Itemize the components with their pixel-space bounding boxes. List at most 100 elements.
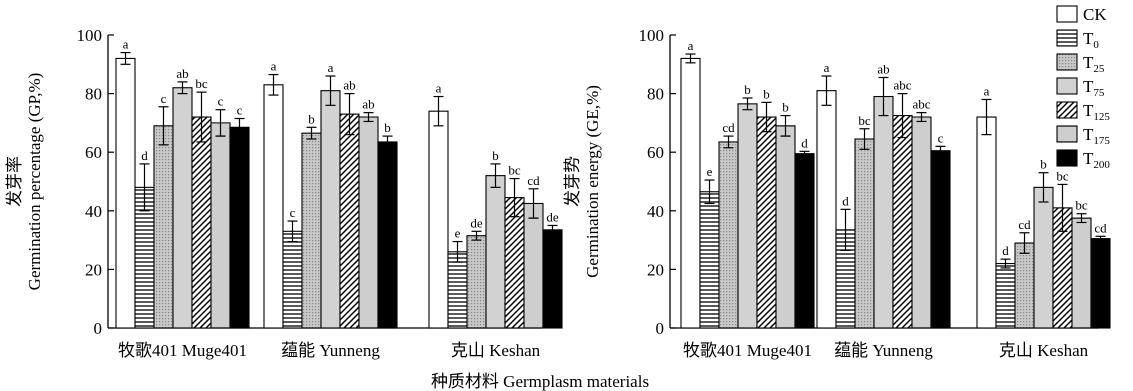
bar-T25-1: [854, 138, 875, 329]
significance-letter: abc: [893, 78, 911, 93]
significance-letter: c: [161, 91, 167, 106]
category-label: 蕴能 Yunneng: [281, 341, 380, 360]
significance-letter: bc: [858, 113, 871, 128]
y-tick-label: 0: [94, 319, 103, 338]
bar-T200-1: [930, 150, 951, 329]
y-axis-title-en: Germination energy (GE,%): [583, 85, 602, 278]
bar-T0-2: [447, 251, 468, 329]
bar-T175-0: [775, 125, 796, 329]
bar-T75-2: [485, 175, 506, 329]
significance-letter: a: [271, 59, 277, 74]
bar-T125-1: [892, 115, 913, 329]
bar-T175-2: [523, 202, 544, 329]
significance-letter: a: [824, 60, 830, 75]
significance-letter: de: [546, 209, 559, 224]
legend-item-T25: T25: [1056, 53, 1105, 75]
legend-label: T175: [1083, 125, 1110, 147]
bar-T25-2: [1014, 242, 1035, 329]
significance-letter: a: [436, 81, 442, 96]
bar-T25-2: [466, 235, 487, 329]
significance-letter: bc: [508, 163, 521, 178]
significance-letter: c: [237, 103, 243, 118]
legend-item-T200: T200: [1056, 149, 1110, 171]
significance-letter: d: [141, 148, 148, 163]
legend-label: T125: [1083, 101, 1110, 123]
shared-x-axis-title: 种质材料 Germplasm materials: [431, 372, 649, 391]
bar-T75-0: [172, 87, 193, 329]
legend-swatch: [1056, 101, 1078, 119]
significance-letter: ab: [176, 66, 188, 81]
legend-swatch: [1056, 29, 1078, 47]
significance-letter: d: [1002, 243, 1009, 258]
significance-letter: cd: [527, 173, 540, 188]
significance-letter: c: [218, 94, 224, 109]
significance-letter: bc: [1056, 168, 1069, 183]
legend-label: CK: [1083, 5, 1107, 24]
significance-letter: bc: [195, 76, 208, 91]
panel-germination-energy: 0 20 40 60 80 100 发芽势 Germination energy (GE,%)…: [563, 26, 1111, 360]
category-label: 牧歌401 Muge401: [118, 341, 247, 360]
bar-T0-1: [282, 230, 303, 329]
bar-T175-0: [210, 122, 231, 329]
legend-swatch: [1056, 149, 1078, 167]
significance-letter: a: [328, 60, 334, 75]
bar-T125-0: [756, 116, 777, 329]
legend-item-T125: T125: [1056, 101, 1110, 123]
significance-letter: b: [308, 111, 315, 126]
y-tick-label: 40: [85, 202, 102, 221]
bar-T25-1: [301, 132, 322, 329]
bar-CK-2: [428, 110, 449, 329]
legend-swatch: [1056, 53, 1078, 71]
category-label: 牧歌401 Muge401: [683, 341, 812, 360]
significance-letter: d: [842, 193, 849, 208]
significance-letter: bc: [1075, 198, 1088, 213]
bar-T200-0: [229, 126, 250, 329]
significance-letter: b: [782, 100, 789, 115]
bar-T200-2: [1090, 238, 1111, 329]
legend-item-T75: T75: [1056, 77, 1105, 99]
significance-letter: e: [707, 164, 713, 179]
y-tick-label: 80: [647, 85, 664, 104]
significance-letter: abc: [912, 97, 930, 112]
y-tick-label: 20: [85, 260, 102, 279]
bar-CK-0: [680, 57, 701, 329]
significance-letter: cd: [1018, 217, 1031, 232]
category-label: 克山 Keshan: [999, 341, 1089, 360]
legend-label: T25: [1083, 53, 1105, 75]
bar-T75-2: [1033, 186, 1054, 329]
y-tick-label: 20: [647, 260, 664, 279]
y-tick-label: 60: [647, 143, 664, 162]
significance-letter: b: [384, 120, 391, 135]
y-tick-label: 0: [656, 319, 665, 338]
bar-T200-2: [542, 229, 563, 329]
bar-T75-0: [737, 103, 758, 329]
significance-letter: cd: [1094, 220, 1107, 235]
significance-letter: a: [123, 37, 129, 52]
bar-CK-1: [263, 84, 284, 329]
bar-T125-0: [191, 116, 212, 329]
panel-germination-percentage: 0 20 40 60 80 100 发芽率 Germination percentage (G…: [5, 26, 563, 360]
y-tick-label: 80: [85, 85, 102, 104]
legend-item-T0: T0: [1056, 29, 1099, 51]
bar-T75-1: [320, 90, 341, 329]
y-axis-title-en: Germination percentage (GP,%): [25, 73, 44, 291]
legend-swatch: [1056, 125, 1078, 143]
bar-T175-2: [1071, 217, 1092, 329]
legend-swatch: [1056, 5, 1078, 23]
bar-CK-2: [976, 116, 997, 329]
significance-letter: c: [290, 205, 296, 220]
significance-letter: ab: [362, 97, 374, 112]
legend-item-CK: CK: [1056, 5, 1107, 24]
bar-CK-0: [115, 57, 136, 329]
bar-T0-0: [699, 191, 720, 329]
y-tick-label: 60: [85, 143, 102, 162]
bar-T175-1: [358, 116, 379, 329]
bar-T0-2: [995, 262, 1016, 329]
bar-T25-0: [718, 141, 739, 329]
significance-letter: a: [984, 83, 990, 98]
legend-label: T0: [1083, 29, 1099, 51]
category-label: 蕴能 Yunneng: [834, 341, 933, 360]
significance-letter: d: [801, 135, 808, 150]
